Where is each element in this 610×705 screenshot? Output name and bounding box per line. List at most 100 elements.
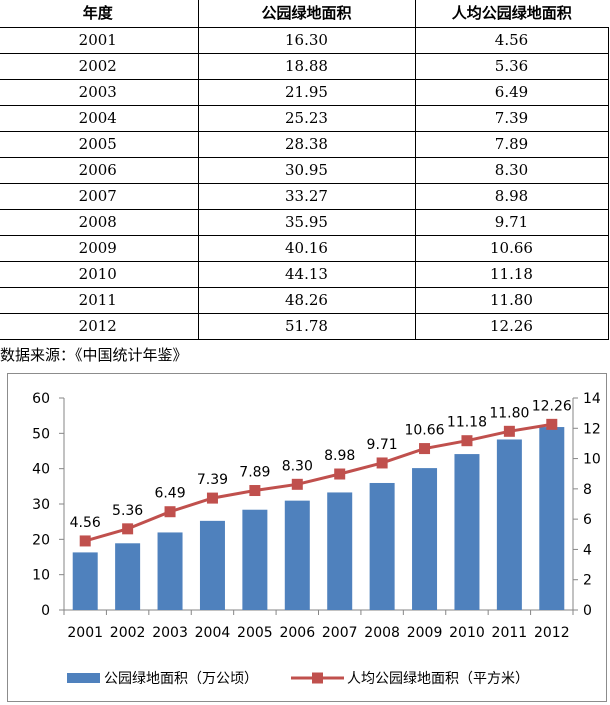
table-row: 2004 25.23 7.39 xyxy=(0,105,609,132)
bar xyxy=(454,454,480,610)
line-marker xyxy=(503,425,515,437)
x-tick-label: 2005 xyxy=(237,625,273,641)
bar xyxy=(242,509,268,610)
cell-park-area: 40.16 xyxy=(198,235,416,262)
table-header-row: 年度 公园绿地面积 人均公园绿地面积 xyxy=(0,0,608,28)
line-marker xyxy=(461,435,473,447)
cell-year: 2003 xyxy=(0,79,199,106)
cell-park-area: 28.38 xyxy=(198,131,416,158)
cell-per-capita-area: 11.80 xyxy=(415,287,609,314)
cell-year: 2001 xyxy=(0,27,199,54)
x-tick-label: 2007 xyxy=(322,625,358,641)
bar xyxy=(115,543,141,610)
line-marker xyxy=(122,523,134,535)
cell-year: 2008 xyxy=(0,209,199,236)
data-label: 8.30 xyxy=(282,458,313,474)
cell-per-capita-area: 6.49 xyxy=(415,79,609,106)
bar xyxy=(157,532,183,610)
data-label: 7.39 xyxy=(197,472,228,488)
x-tick-label: 2002 xyxy=(110,625,146,641)
cell-per-capita-area: 7.39 xyxy=(415,105,609,132)
cell-park-area: 35.95 xyxy=(198,209,416,236)
table-row: 2007 33.27 8.98 xyxy=(0,183,609,210)
x-tick-label: 2003 xyxy=(152,625,188,641)
y-right-tick-label: 2 xyxy=(583,573,592,589)
cell-park-area: 30.95 xyxy=(198,157,416,184)
y-right-tick-label: 14 xyxy=(583,391,601,407)
data-label: 10.66 xyxy=(404,423,444,439)
cell-park-area: 33.27 xyxy=(198,183,416,210)
y-right-tick-label: 8 xyxy=(583,482,592,498)
x-tick-label: 2006 xyxy=(279,625,315,641)
cell-park-area: 21.95 xyxy=(198,79,416,106)
table-row: 2002 18.88 5.36 xyxy=(0,53,609,80)
line-marker xyxy=(79,535,91,547)
legend-line-label: 人均公园绿地面积（平方米） xyxy=(347,671,529,687)
table-row: 2011 48.26 11.80 xyxy=(0,287,609,314)
legend-bar-label: 公园绿地面积（万公顷） xyxy=(104,671,258,687)
y-right-tick-label: 4 xyxy=(583,542,592,558)
table-row: 2012 51.78 12.26 xyxy=(0,313,609,340)
legend-line-marker xyxy=(312,672,323,684)
table-row: 2005 28.38 7.89 xyxy=(0,131,609,158)
cell-year: 2011 xyxy=(0,287,199,314)
y-right-tick-label: 0 xyxy=(583,603,592,619)
y-left-tick-label: 40 xyxy=(32,462,50,478)
y-left-tick-label: 10 xyxy=(32,568,50,584)
cell-park-area: 25.23 xyxy=(198,105,416,132)
bar xyxy=(72,552,98,610)
y-left-tick-label: 30 xyxy=(32,497,50,513)
line-marker xyxy=(164,506,176,518)
line-marker xyxy=(249,485,261,497)
combo-chart: 0 10 20 30 40 50 60 0 2 4 6 8 10 12 14 2001 2002 2003 2004… xyxy=(32,391,601,687)
cell-per-capita-area: 10.66 xyxy=(415,235,609,262)
bar xyxy=(412,468,438,610)
cell-per-capita-area: 11.18 xyxy=(415,261,609,288)
cell-year: 2012 xyxy=(0,313,199,340)
cell-year: 2009 xyxy=(0,235,199,262)
table-row: 2008 35.95 9.71 xyxy=(0,209,609,236)
header-per-capita-area: 人均公园绿地面积 xyxy=(415,0,608,28)
cell-park-area: 16.30 xyxy=(198,27,416,54)
bar xyxy=(199,520,225,610)
x-tick-label: 2012 xyxy=(534,625,570,641)
x-tick-label: 2001 xyxy=(67,625,103,641)
data-label: 5.36 xyxy=(112,503,143,519)
data-label: 12.26 xyxy=(532,398,572,414)
source-note: 数据来源：《中国统计年鉴》 xyxy=(0,346,188,364)
cell-per-capita-area: 9.71 xyxy=(415,209,609,236)
line-marker xyxy=(546,418,558,430)
y-right-tick-label: 10 xyxy=(583,452,601,468)
cell-year: 2006 xyxy=(0,157,199,184)
data-label: 8.98 xyxy=(324,448,355,464)
line-marker xyxy=(376,457,388,469)
x-tick-label: 2008 xyxy=(364,625,400,641)
legend-bar-swatch xyxy=(67,673,100,683)
cell-year: 2007 xyxy=(0,183,199,210)
bar xyxy=(284,500,310,610)
cell-park-area: 18.88 xyxy=(198,53,416,80)
header-park-area: 公园绿地面积 xyxy=(198,0,416,28)
line-marker xyxy=(291,478,303,490)
cell-year: 2010 xyxy=(0,261,199,288)
table-row: 2010 44.13 11.18 xyxy=(0,261,609,288)
x-tick-label: 2004 xyxy=(195,625,231,641)
x-tick-label: 2010 xyxy=(449,625,485,641)
cell-per-capita-area: 12.26 xyxy=(415,313,609,340)
cell-per-capita-area: 4.56 xyxy=(415,27,609,54)
y-left-tick-label: 50 xyxy=(32,426,50,442)
data-label: 4.56 xyxy=(70,515,101,531)
cell-per-capita-area: 8.98 xyxy=(415,183,609,210)
cell-year: 2005 xyxy=(0,131,199,158)
table-row: 2006 30.95 8.30 xyxy=(0,157,609,184)
table-row: 2003 21.95 6.49 xyxy=(0,79,609,106)
bar xyxy=(369,482,395,610)
table-row: 2009 40.16 10.66 xyxy=(0,235,609,262)
y-left-tick-label: 60 xyxy=(32,391,50,407)
cell-per-capita-area: 5.36 xyxy=(415,53,609,80)
cell-year: 2004 xyxy=(0,105,199,132)
bar xyxy=(327,492,353,610)
cell-park-area: 48.26 xyxy=(198,287,416,314)
cell-park-area: 44.13 xyxy=(198,261,416,288)
line-marker xyxy=(419,443,431,455)
